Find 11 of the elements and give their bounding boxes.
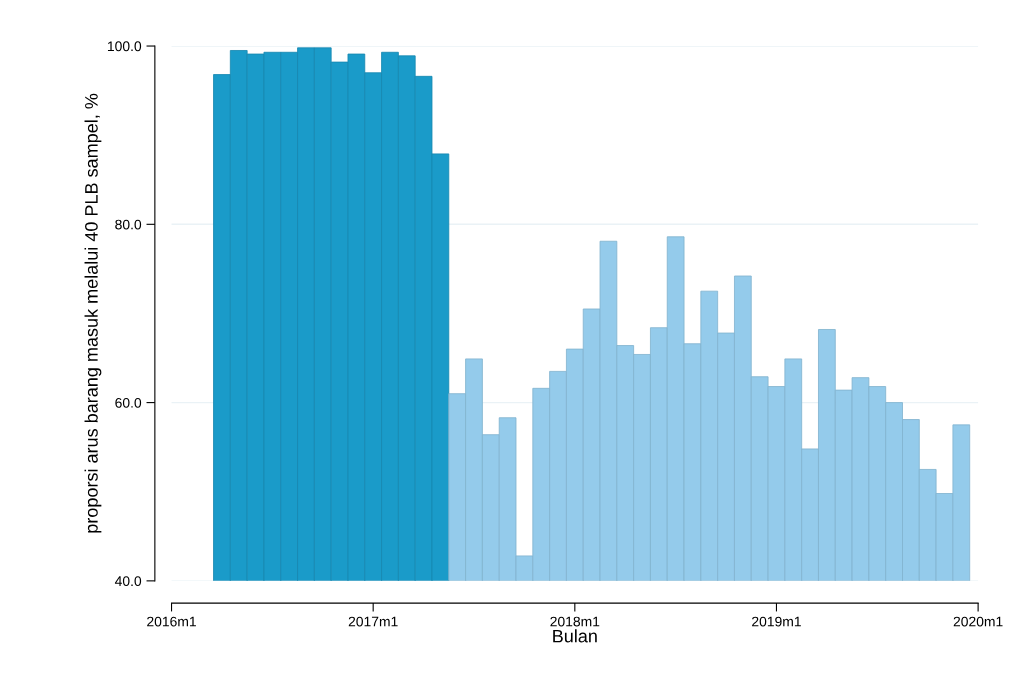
x-axis-title: Bulan — [553, 629, 597, 643]
x-tick-label: 2020m1 — [953, 616, 1003, 627]
x-tick-label: 2016m1 — [147, 616, 196, 627]
y-tick-label: 100.0 — [107, 41, 142, 52]
y-tick-label: 60.0 — [115, 397, 142, 408]
y-tick-label: 40.0 — [114, 576, 142, 587]
x-tick-label: 2018m1 — [550, 616, 600, 627]
y-axis-title: proporsi arus barang masuk melalui 40 PLB sampel, % — [84, 93, 102, 533]
y-tick-label: 80.0 — [115, 219, 142, 230]
x-tick-label: 2019m1 — [752, 616, 801, 627]
x-tick-label: 2017m1 — [348, 616, 398, 627]
